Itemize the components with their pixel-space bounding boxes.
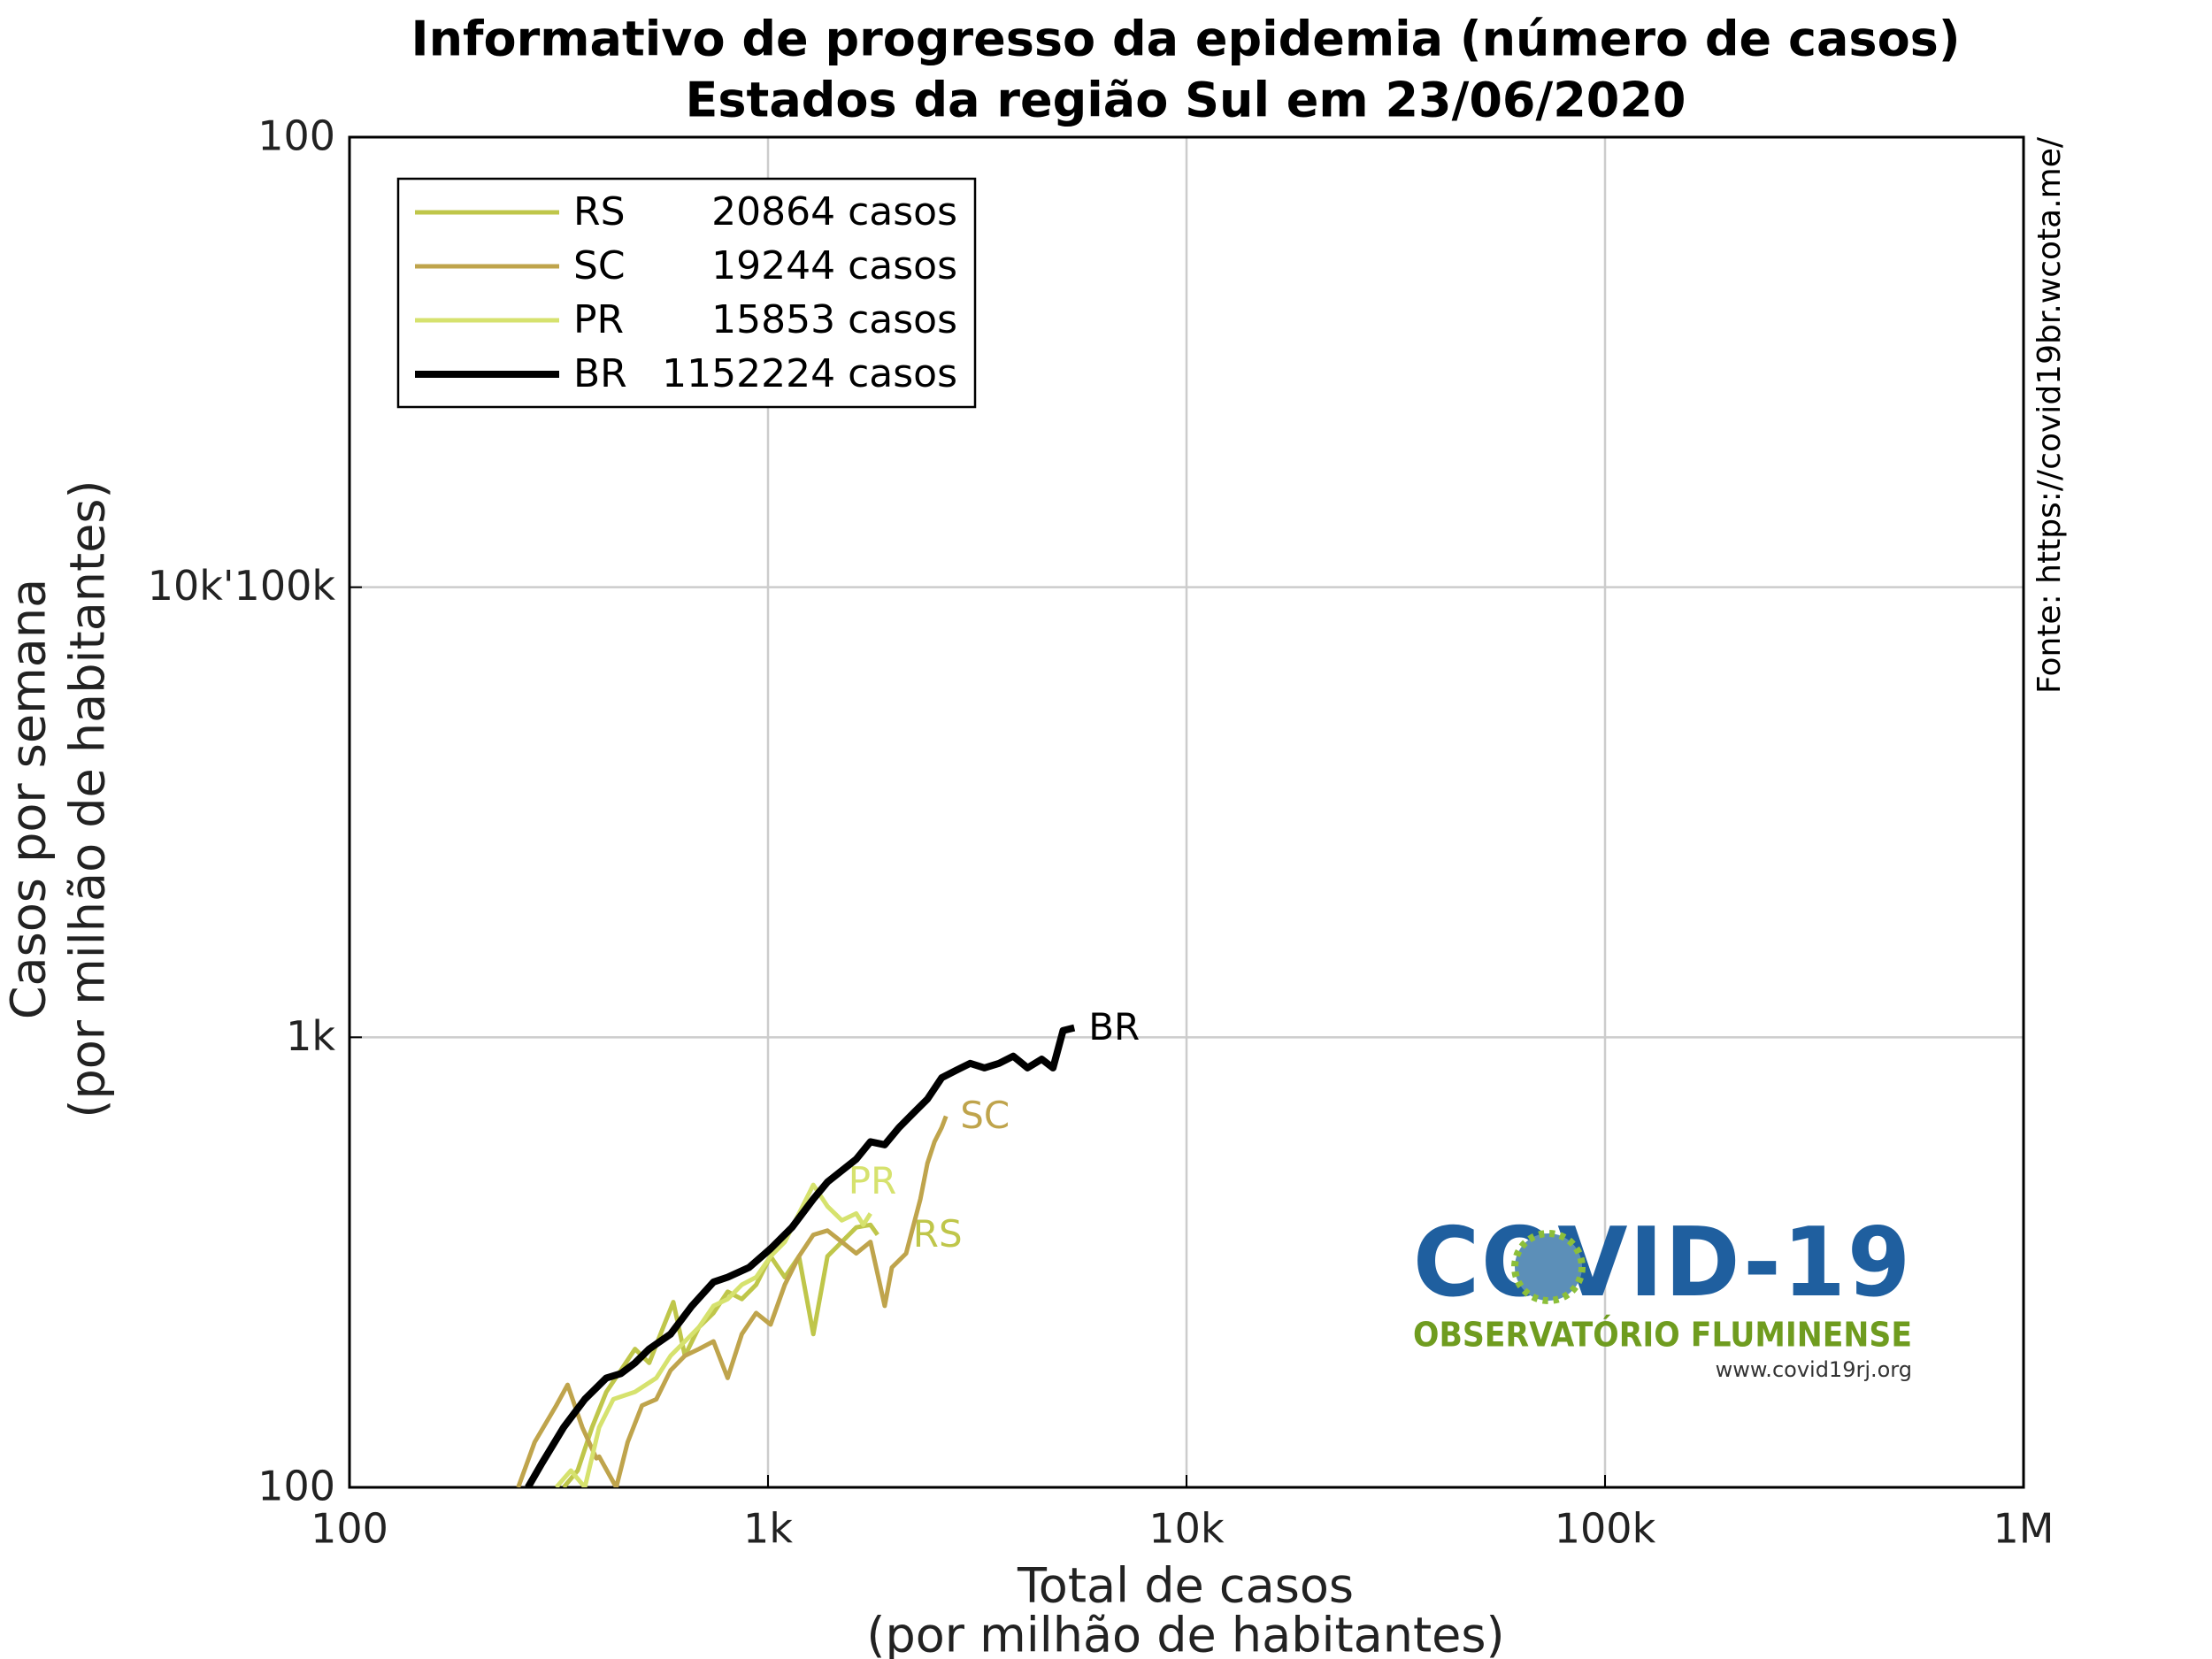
data-line (516, 1115, 949, 1487)
legend-box (396, 177, 977, 409)
data-line (525, 1024, 1076, 1487)
plot-frame (348, 135, 2025, 1489)
source-note: Fonte: https://covid19br.wcota.me/ (2032, 136, 2068, 694)
legend-total: 19244 casos (711, 243, 957, 288)
logo-virus (1511, 1230, 1586, 1304)
chart-subtitle: Estados da região Sul em 23/06/2020 (686, 73, 1686, 128)
logo-title: COVID-19 (1413, 1208, 1912, 1318)
legend-label: RS (573, 189, 626, 234)
x-tick-label: 1M (1993, 1505, 2055, 1553)
x-tick-label: 10k (1148, 1505, 1225, 1553)
legend-label: BR (573, 351, 627, 396)
x-tick-label: 100 (311, 1505, 388, 1553)
line-end-label: BR (1088, 1005, 1140, 1048)
legend-total: 20864 casos (711, 189, 957, 234)
y-tick-label: 100 (257, 1463, 335, 1510)
logo: COVID-19 OBSERVATÓRIO FLUMINENSE www.cov… (1413, 1208, 1912, 1382)
logo-url: www.covid19rj.org (1716, 1357, 1912, 1382)
data-line (554, 1182, 872, 1487)
x-tick-label: 100k (1555, 1505, 1656, 1553)
chart-title: Informativo de progresso da epidemia (nú… (411, 12, 1961, 67)
x-axis-sublabel: (por milhão de habitantes) (866, 1608, 1504, 1659)
legend-label: SC (573, 243, 626, 288)
x-tick-label: 1k (743, 1505, 793, 1553)
line-end-label: RS (913, 1212, 963, 1256)
y-tick-label: 1k (286, 1012, 335, 1060)
legend-total: 15853 casos (711, 297, 957, 342)
logo-subtitle: OBSERVATÓRIO FLUMINENSE (1413, 1316, 1912, 1355)
legend-total: 1152224 casos (662, 351, 957, 396)
y-axis-label: Casos por semana (1, 579, 57, 1019)
legend-label: PR (573, 297, 624, 342)
y-axis-sublabel: (por milhão de habitantes) (60, 480, 116, 1118)
y-tick-label: 100 (257, 112, 335, 160)
line-end-label: PR (849, 1159, 897, 1202)
y-tick-label: 10k'100k (148, 562, 336, 610)
line-end-label: SC (960, 1094, 1010, 1137)
x-axis-label: Total de casos (1017, 1558, 1354, 1614)
